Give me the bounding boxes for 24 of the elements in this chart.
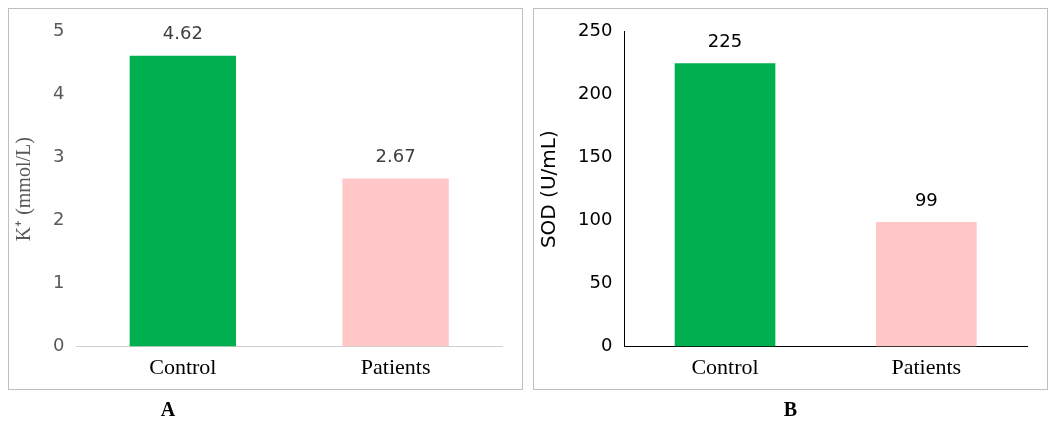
text: A [159, 398, 177, 421]
y-tick-label: 3 [53, 145, 65, 167]
y-tick-label: 2 [53, 208, 65, 230]
x-tick-label: Control [149, 353, 217, 379]
data-label: 2.67 [375, 145, 416, 167]
data-label: 225 [707, 29, 743, 51]
text: B [782, 398, 799, 421]
data-label: 4.62 [162, 22, 203, 44]
y-tick-label: 200 [578, 82, 613, 104]
y-tick-label: 5 [53, 19, 65, 41]
x-tick-label: Control [691, 353, 759, 379]
y-tick-label: 4 [53, 82, 65, 104]
y-tick-label: 150 [578, 145, 613, 167]
y-tick-label: 50 [589, 271, 613, 293]
y-axis-title: K⁺ (mmol/L) [12, 137, 36, 242]
y-tick-label: 250 [578, 19, 613, 41]
x-tick-label: Patients [360, 353, 431, 379]
data-label: 99 [914, 188, 938, 210]
x-tick-label: Patients [891, 353, 962, 379]
y-tick-label: 0 [53, 334, 65, 356]
y-tick-label: 0 [600, 334, 613, 356]
y-tick-label: 1 [53, 271, 65, 293]
y-axis-title: SOD (U/mL) [536, 130, 561, 249]
y-tick-label: 100 [578, 208, 613, 230]
